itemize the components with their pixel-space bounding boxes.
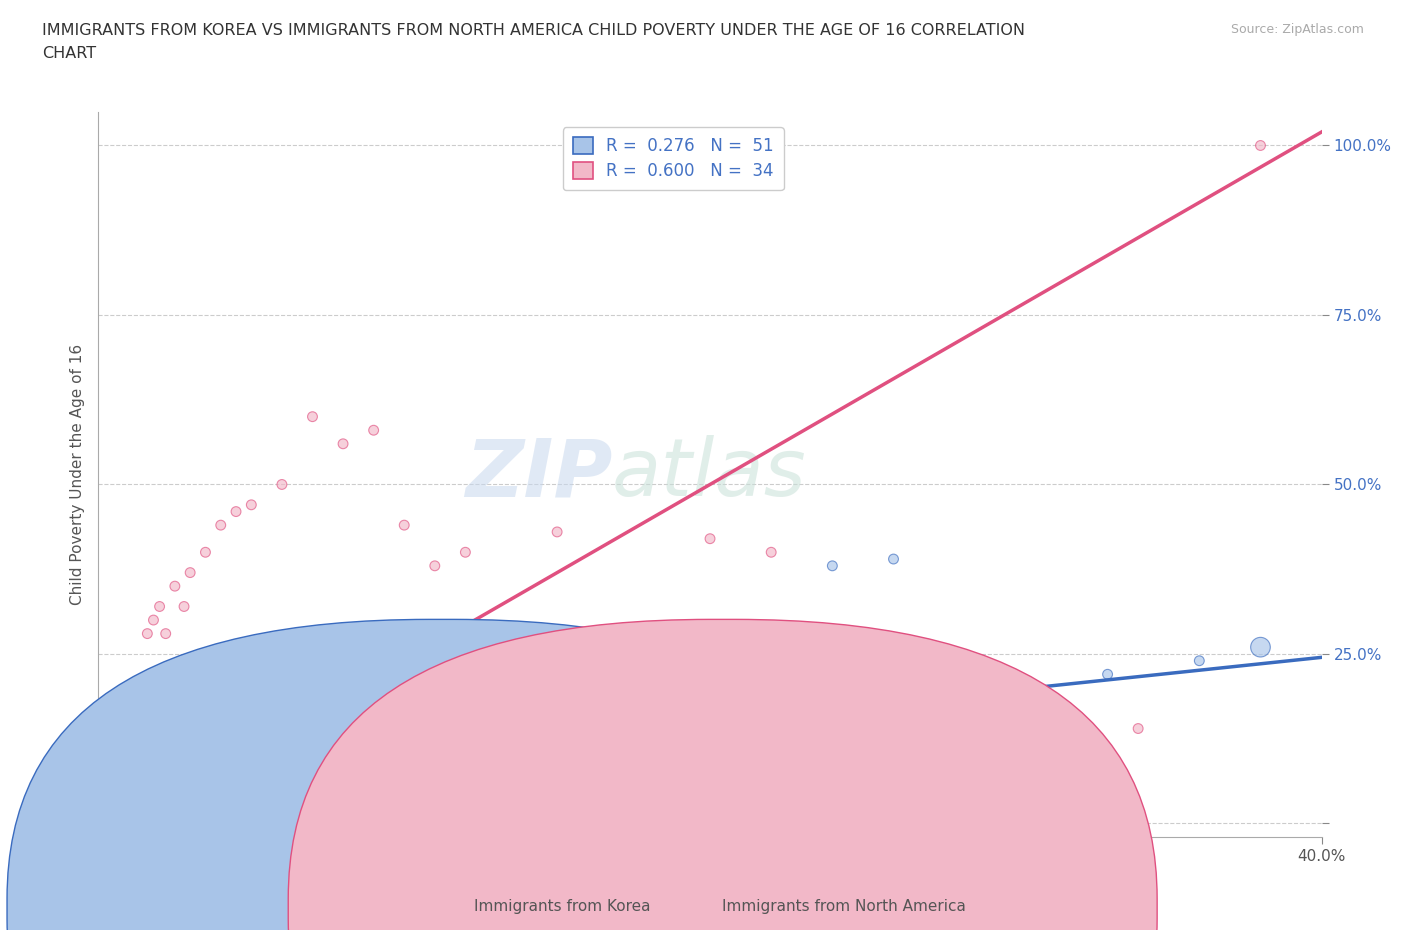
Point	[194, 545, 217, 560]
Point	[111, 694, 134, 709]
Point	[1128, 721, 1150, 736]
Point	[759, 545, 782, 560]
Point	[129, 776, 152, 790]
Point	[134, 772, 156, 787]
Point	[111, 778, 134, 793]
Point	[118, 768, 141, 783]
Text: IMMIGRANTS FROM KOREA VS IMMIGRANTS FROM NORTH AMERICA CHILD POVERTY UNDER THE A: IMMIGRANTS FROM KOREA VS IMMIGRANTS FROM…	[42, 23, 1025, 38]
Text: CHART: CHART	[42, 46, 96, 61]
Point	[103, 768, 125, 783]
Point	[240, 772, 263, 787]
Point	[699, 738, 721, 753]
Point	[103, 755, 125, 770]
Text: Immigrants from Korea: Immigrants from Korea	[474, 899, 651, 914]
Point	[118, 735, 141, 750]
Point	[163, 578, 186, 593]
Point	[167, 778, 190, 793]
Legend: R =  0.276   N =  51, R =  0.600   N =  34: R = 0.276 N = 51, R = 0.600 N = 34	[562, 127, 783, 191]
Point	[93, 776, 115, 790]
Point	[332, 755, 354, 770]
Point	[301, 765, 323, 780]
Point	[87, 749, 110, 764]
Point	[1097, 667, 1119, 682]
Point	[759, 735, 782, 750]
Point	[188, 768, 211, 783]
Point	[118, 778, 141, 793]
Point	[173, 599, 195, 614]
Point	[136, 626, 159, 641]
Point	[270, 762, 292, 777]
Point	[179, 565, 201, 580]
Point	[637, 708, 661, 723]
Point	[301, 409, 323, 424]
Point	[139, 776, 162, 790]
Point	[129, 700, 152, 715]
Point	[974, 735, 997, 750]
Point	[821, 558, 844, 573]
Point	[1249, 640, 1271, 655]
Point	[546, 525, 568, 539]
Point	[454, 749, 477, 764]
Point	[105, 714, 128, 729]
Point	[225, 768, 247, 783]
Point	[127, 768, 149, 783]
Point	[136, 778, 159, 793]
Point	[179, 772, 201, 787]
Point	[699, 531, 721, 546]
Point	[454, 545, 477, 560]
Point	[546, 745, 568, 760]
Point	[149, 599, 172, 614]
Point	[332, 436, 354, 451]
Point	[100, 749, 122, 764]
Text: Source: ZipAtlas.com: Source: ZipAtlas.com	[1230, 23, 1364, 36]
Point	[576, 749, 599, 764]
Point	[105, 776, 128, 790]
Point	[1188, 653, 1211, 668]
Y-axis label: Child Poverty Under the Age of 16: Child Poverty Under the Age of 16	[69, 344, 84, 604]
Point	[363, 758, 385, 773]
Point	[423, 751, 446, 766]
Point	[93, 762, 115, 777]
Point	[155, 776, 177, 790]
Point	[270, 477, 292, 492]
Point	[173, 776, 195, 790]
Point	[423, 558, 446, 573]
Point	[149, 768, 172, 783]
Point	[100, 772, 122, 787]
Point	[108, 772, 131, 787]
Point	[97, 765, 120, 780]
Point	[124, 681, 146, 696]
Point	[240, 498, 263, 512]
Point	[363, 423, 385, 438]
Point	[392, 518, 416, 533]
Text: ZIP: ZIP	[465, 435, 612, 513]
Point	[142, 776, 165, 790]
Text: Immigrants from North America: Immigrants from North America	[721, 899, 966, 914]
Point	[637, 741, 661, 756]
Point	[392, 749, 416, 764]
Point	[121, 776, 143, 790]
Point	[142, 613, 165, 628]
Point	[124, 772, 146, 787]
Point	[883, 551, 905, 566]
Point	[485, 751, 508, 766]
Point	[155, 626, 177, 641]
Point	[145, 772, 167, 787]
Point	[115, 776, 138, 790]
Point	[225, 504, 247, 519]
Point	[576, 714, 599, 729]
Point	[1035, 728, 1057, 743]
Point	[87, 762, 110, 777]
Point	[197, 772, 219, 787]
Point	[1249, 138, 1271, 153]
Point	[209, 776, 232, 790]
Point	[160, 772, 183, 787]
Point	[209, 518, 232, 533]
Text: atlas: atlas	[612, 435, 807, 513]
